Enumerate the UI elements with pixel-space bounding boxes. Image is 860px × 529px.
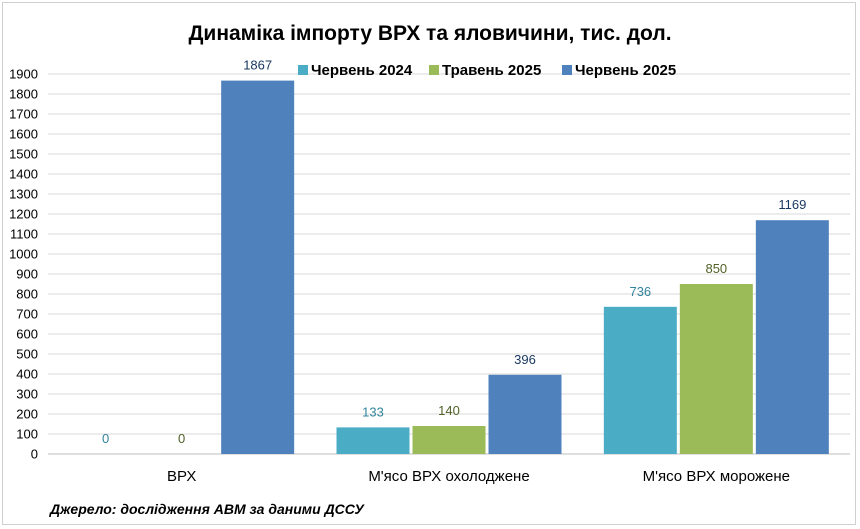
bar — [221, 80, 295, 454]
bar-value-label: 1867 — [243, 58, 272, 73]
y-tick-label: 200 — [16, 407, 38, 422]
y-tick-label: 600 — [16, 327, 38, 342]
bar-value-label: 0 — [178, 431, 185, 446]
y-tick-label: 500 — [16, 347, 38, 362]
bar-value-label: 396 — [514, 352, 536, 367]
y-tick-label: 1300 — [9, 187, 38, 202]
y-tick-label: 700 — [16, 307, 38, 322]
y-tick-label: 1000 — [9, 247, 38, 262]
category-label: М'ясо ВРХ морожене — [643, 468, 790, 485]
y-tick-label: 100 — [16, 427, 38, 442]
bar — [603, 306, 677, 454]
y-tick-label: 1600 — [9, 127, 38, 142]
bar — [412, 426, 486, 454]
bar — [755, 220, 829, 454]
y-tick-label: 800 — [16, 287, 38, 302]
bar-value-label: 0 — [102, 431, 109, 446]
y-tick-label: 400 — [16, 367, 38, 382]
bar — [488, 374, 562, 454]
chart-title: Динаміка імпорту ВРХ та яловичини, тис. … — [188, 22, 671, 45]
bar-value-label: 736 — [629, 284, 651, 299]
bar — [336, 427, 410, 454]
category-label: М'ясо ВРХ охолоджене — [368, 468, 529, 485]
source-note: Джерело: дослідження АВМ за даними ДССУ — [49, 501, 365, 517]
bar-value-label: 133 — [362, 404, 384, 419]
y-tick-label: 1500 — [9, 147, 38, 162]
legend-swatch — [429, 65, 439, 75]
y-tick-label: 0 — [31, 447, 38, 462]
legend-label: Червень 2025 — [575, 62, 676, 79]
bar-value-label: 140 — [438, 403, 460, 418]
category-labels: ВРХ М'ясо ВРХ охолоджене М'ясо ВРХ морожен… — [167, 468, 790, 485]
bar-value-label: 1169 — [778, 197, 806, 212]
y-tick-label: 1100 — [10, 227, 38, 242]
bar — [679, 284, 753, 454]
bars — [221, 80, 829, 454]
data-labels: 0 0 1867 133 140 396 736 850 1169 — [102, 58, 806, 446]
y-tick-label: 1700 — [9, 107, 38, 122]
legend-swatch — [298, 65, 308, 75]
legend-label: Травень 2025 — [442, 62, 541, 79]
y-tick-label: 1800 — [9, 87, 38, 102]
y-tick-label: 900 — [16, 267, 38, 282]
y-tick-label: 1900 — [9, 67, 38, 82]
y-axis-ticks: 0 100 200 300 400 500 600 700 800 900 1000 1100 1200… — [9, 67, 38, 462]
bar-value-label: 850 — [705, 261, 727, 276]
legend-label: Червень 2024 — [311, 62, 413, 79]
y-tick-label: 300 — [16, 387, 38, 402]
y-tick-label: 1400 — [9, 167, 38, 182]
y-tick-label: 1200 — [9, 207, 38, 222]
category-label: ВРХ — [167, 468, 196, 485]
legend-swatch — [562, 65, 572, 75]
legend: Червень 2024 Травень 2025 Червень 2025 — [298, 62, 676, 79]
